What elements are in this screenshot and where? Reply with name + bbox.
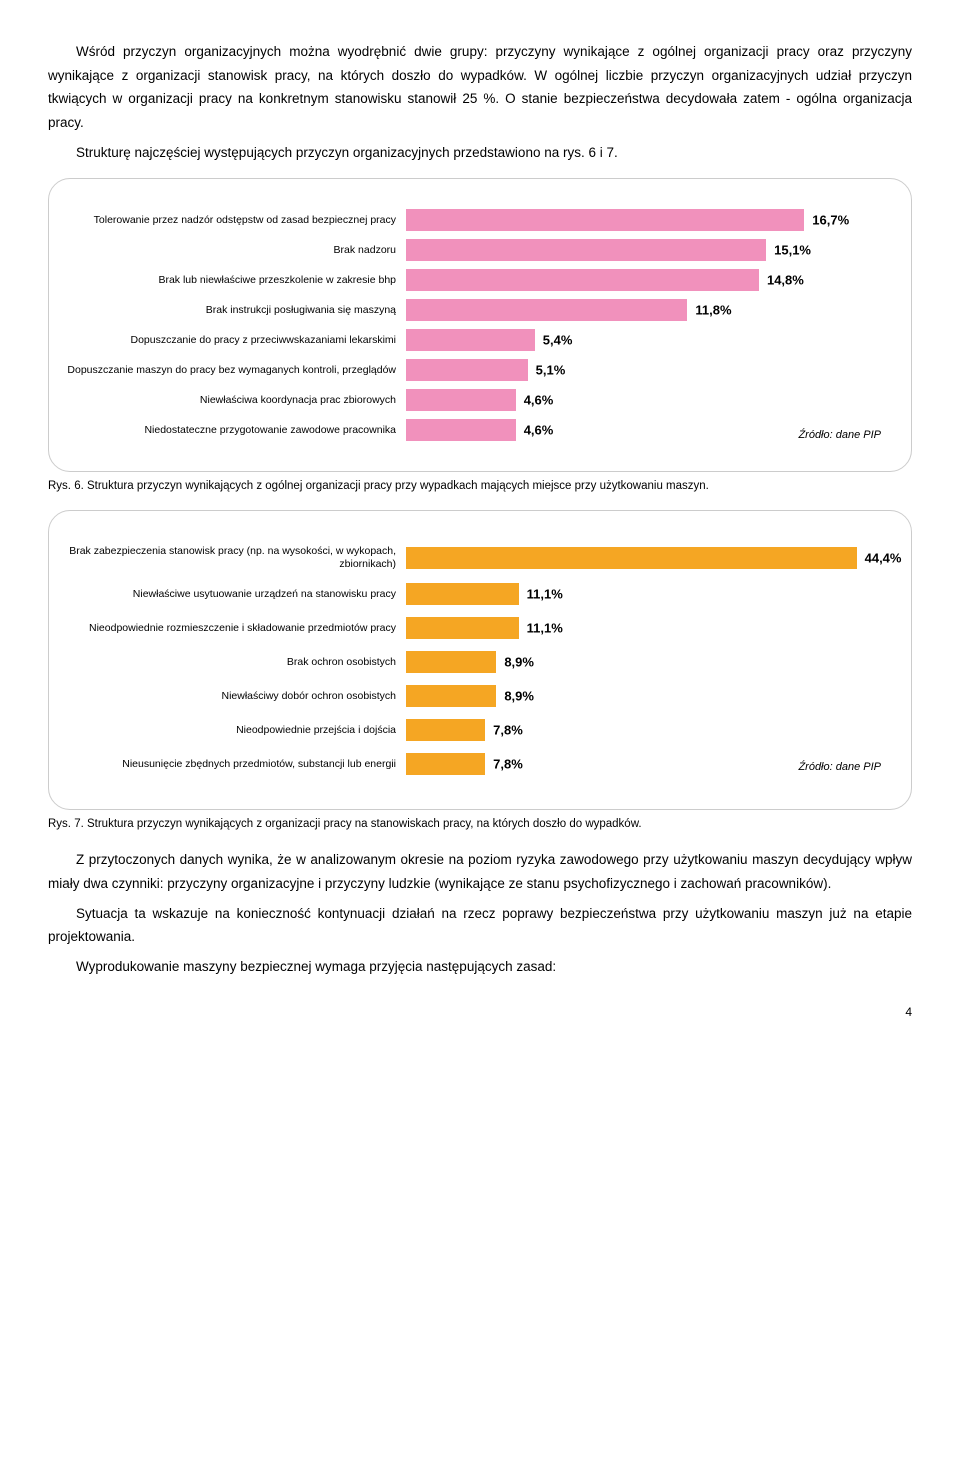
chart-row-label: Brak zabezpieczenia stanowisk pracy (np.… [61,545,406,571]
chart-row-label: Brak lub niewłaściwe przeszkolenie w zak… [61,274,406,287]
bar-value: 11,1% [527,621,563,636]
bar-value: 8,9% [504,655,534,670]
chart-row: Niedostateczne przygotowanie zawodowe pr… [61,419,883,441]
paragraph-4: Sytuacja ta wskazuje na konieczność kont… [48,902,912,949]
bar-value: 14,8% [767,273,804,288]
bar [406,419,516,441]
caption-6: Rys. 6. Struktura przyczyn wynikających … [48,480,912,492]
bar-wrap: 16,7% [406,209,883,231]
chart-row-label: Nieodpowiednie rozmieszczenie i składowa… [61,622,406,635]
bar-wrap: 11,1% [406,617,883,639]
chart-source: Źródło: dane PIP [798,429,881,441]
bar-wrap: 7,8% [406,719,883,741]
chart-row: Niewłaściwe usytuowanie urządzeń na stan… [61,583,883,605]
bar [406,583,519,605]
bar [406,719,485,741]
chart-row: Brak instrukcji posługiwania się maszyną… [61,299,883,321]
chart-row-label: Brak instrukcji posługiwania się maszyną [61,304,406,317]
bar-value: 7,8% [493,723,523,738]
bar-value: 44,4% [865,551,902,566]
chart-row-label: Brak ochron osobistych [61,656,406,669]
bar [406,299,687,321]
paragraph-2: Strukturę najczęściej występujących przy… [48,141,912,165]
bar-value: 5,1% [536,363,566,378]
bar-value: 11,8% [695,303,731,318]
chart-row-label: Niewłaściwe usytuowanie urządzeń na stan… [61,588,406,601]
bar [406,329,535,351]
bar-wrap: 11,8% [406,299,883,321]
paragraph-3: Z przytoczonych danych wynika, że w anal… [48,848,912,895]
chart-row-label: Nieodpowiednie przejścia i dojścia [61,724,406,737]
bar [406,617,519,639]
chart-row-label: Brak nadzoru [61,244,406,257]
page-number: 4 [48,1005,912,1019]
paragraph-1: Wśród przyczyn organizacyjnych można wyo… [48,40,912,135]
chart-row: Nieodpowiednie przejścia i dojścia 7,8% [61,719,883,741]
chart-row-label: Dopuszczanie maszyn do pracy bez wymagan… [61,364,406,377]
chart-row-label: Dopuszczanie do pracy z przeciwwskazania… [61,334,406,347]
chart-row: Brak ochron osobistych 8,9% [61,651,883,673]
chart-row-label: Tolerowanie przez nadzór odstępstw od za… [61,214,406,227]
bar-wrap: 5,4% [406,329,883,351]
bar-value: 4,6% [524,423,554,438]
bar-wrap: 8,9% [406,685,883,707]
chart-row: Niewłaściwy dobór ochron osobistych 8,9% [61,685,883,707]
bar [406,269,759,291]
chart-row-label: Niewłaściwa koordynacja prac zbiorowych [61,394,406,407]
chart-row: Niewłaściwa koordynacja prac zbiorowych 4… [61,389,883,411]
bar-value: 7,8% [493,757,523,772]
bar-wrap: 4,6% [406,389,883,411]
bar-value: 5,4% [543,333,573,348]
chart-row: Brak lub niewłaściwe przeszkolenie w zak… [61,269,883,291]
bar [406,753,485,775]
chart-row-label: Nieusunięcie zbędnych przedmiotów, subst… [61,758,406,771]
chart-6: Tolerowanie przez nadzór odstępstw od za… [48,178,912,472]
chart-row-label: Niewłaściwy dobór ochron osobistych [61,690,406,703]
chart-row: Nieusunięcie zbędnych przedmiotów, subst… [61,753,883,775]
bar [406,685,496,707]
chart-row: Brak zabezpieczenia stanowisk pracy (np.… [61,545,883,571]
chart-row-label: Niedostateczne przygotowanie zawodowe pr… [61,424,406,437]
bar [406,547,857,569]
chart-row: Dopuszczanie maszyn do pracy bez wymagan… [61,359,883,381]
bar-value: 15,1% [774,243,811,258]
bar-wrap: 15,1% [406,239,883,261]
chart-source: Źródło: dane PIP [798,761,881,773]
chart-row: Tolerowanie przez nadzór odstępstw od za… [61,209,883,231]
bar-value: 16,7% [812,213,849,228]
bar-wrap: 44,4% [406,547,883,569]
bar [406,359,528,381]
bar-wrap: 5,1% [406,359,883,381]
bar-value: 8,9% [504,689,534,704]
bar-wrap: 8,9% [406,651,883,673]
paragraph-5: Wyprodukowanie maszyny bezpiecznej wymag… [48,955,912,979]
bar [406,389,516,411]
chart-7: Brak zabezpieczenia stanowisk pracy (np.… [48,510,912,810]
bar-value: 11,1% [527,587,563,602]
chart-row: Brak nadzoru 15,1% [61,239,883,261]
bar [406,651,496,673]
bar-value: 4,6% [524,393,554,408]
caption-7: Rys. 7. Struktura przyczyn wynikających … [48,818,912,830]
chart-row: Nieodpowiednie rozmieszczenie i składowa… [61,617,883,639]
chart-row: Dopuszczanie do pracy z przeciwwskazania… [61,329,883,351]
bar [406,239,766,261]
bar-wrap: 11,1% [406,583,883,605]
bar-wrap: 14,8% [406,269,883,291]
bar [406,209,804,231]
